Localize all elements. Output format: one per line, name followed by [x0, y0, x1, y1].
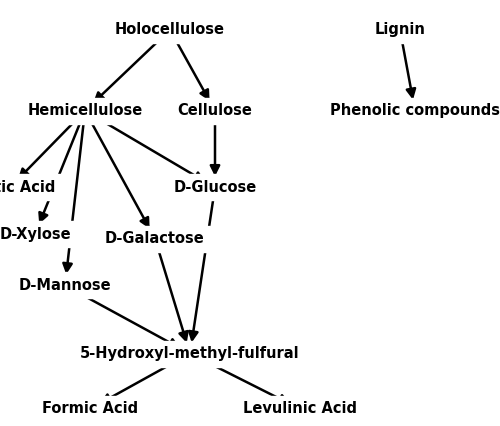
Text: D-Mannose: D-Mannose — [18, 278, 112, 293]
Text: Levulinic Acid: Levulinic Acid — [243, 401, 357, 417]
Text: 5-Hydroxyl-methyl-fulfural: 5-Hydroxyl-methyl-fulfural — [80, 346, 300, 361]
Text: Phenolic compounds: Phenolic compounds — [330, 103, 500, 118]
Text: D-Xylose: D-Xylose — [0, 227, 71, 242]
Text: Lignin: Lignin — [374, 22, 426, 37]
Text: Cellulose: Cellulose — [178, 103, 252, 118]
Text: D-Glucose: D-Glucose — [174, 180, 256, 195]
Text: Hemicellulose: Hemicellulose — [28, 103, 142, 118]
Text: D-Galactose: D-Galactose — [105, 231, 205, 246]
Text: Holocellulose: Holocellulose — [115, 22, 225, 37]
Text: Formic Acid: Formic Acid — [42, 401, 138, 417]
Text: Acetic Acid: Acetic Acid — [0, 180, 56, 195]
